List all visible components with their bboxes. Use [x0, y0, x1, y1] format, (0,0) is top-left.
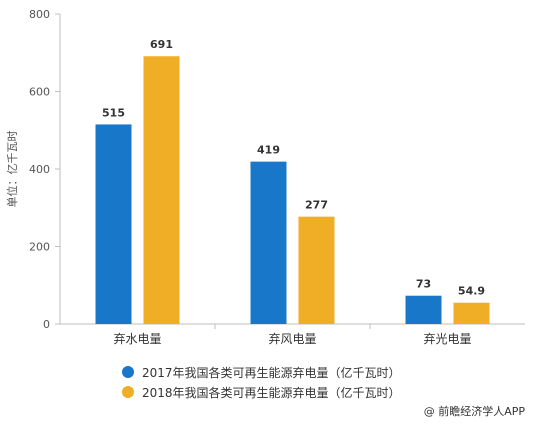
- chart-bars: [95, 56, 490, 325]
- x-category-label: 弃风电量: [268, 331, 316, 346]
- y-tick-label: 400: [29, 163, 50, 176]
- legend-swatch-2018: [122, 386, 134, 398]
- y-tick-label: 0: [43, 318, 50, 331]
- legend-label-2018: 2018年我国各类可再生能源弃电量（亿千瓦时）: [142, 385, 401, 400]
- y-tick-label: 600: [29, 86, 50, 99]
- bar-value-label: 515: [102, 106, 125, 119]
- chart-labels: 515 691 419 277 73 54.9: [102, 38, 485, 297]
- bar-2018[interactable]: [143, 56, 180, 325]
- bar-2017[interactable]: [95, 124, 132, 324]
- legend-item-2017[interactable]: 2017年我国各类可再生能源弃电量（亿千瓦时）: [122, 362, 401, 382]
- y-tick-label: 200: [29, 241, 50, 254]
- legend-item-2018[interactable]: 2018年我国各类可再生能源弃电量（亿千瓦时）: [122, 382, 401, 402]
- legend: 2017年我国各类可再生能源弃电量（亿千瓦时） 2018年我国各类可再生能源弃电…: [122, 362, 401, 402]
- x-category-label: 弃光电量: [423, 331, 471, 346]
- bar-value-label: 54.9: [458, 285, 485, 298]
- y-axis-title: 单位：亿千瓦时: [5, 131, 19, 208]
- bar-value-label: 691: [150, 38, 173, 51]
- bar-2018[interactable]: [453, 302, 490, 324]
- x-category-label: 弃水电量: [113, 331, 161, 346]
- legend-swatch-2017: [122, 366, 134, 378]
- legend-label-2017: 2017年我国各类可再生能源弃电量（亿千瓦时）: [142, 365, 401, 380]
- source-credit: @ 前瞻经济学人APP: [423, 405, 525, 418]
- bar-2018[interactable]: [298, 216, 335, 324]
- y-tick-label: 800: [29, 8, 50, 21]
- bar-value-label: 419: [257, 144, 280, 157]
- bar-value-label: 277: [305, 199, 328, 212]
- bar-value-label: 73: [416, 278, 431, 291]
- bar-2017[interactable]: [250, 161, 287, 324]
- bar-2017[interactable]: [405, 295, 442, 324]
